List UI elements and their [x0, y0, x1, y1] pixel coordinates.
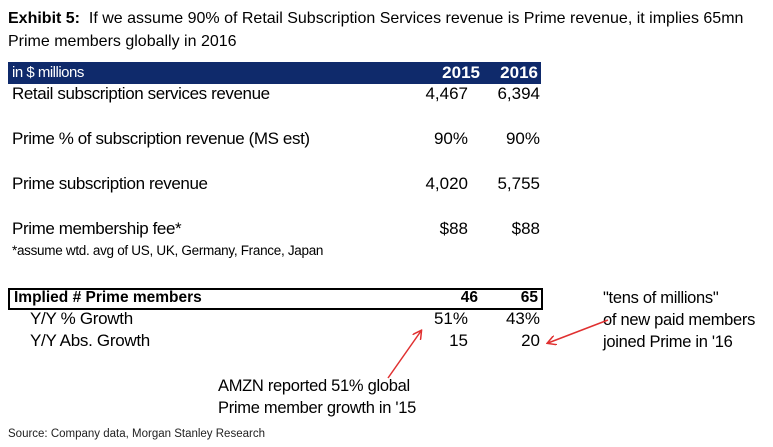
row-value-2015: $88 — [439, 219, 468, 238]
arrow-to-2016-growth — [548, 319, 609, 343]
right-annotation-line: of new paid members — [603, 311, 756, 329]
exhibit-title: Exhibit 5: If we assume 90% of Retail Su… — [8, 7, 758, 53]
row-label-retail-revenue: Retail subscription services revenue — [12, 84, 270, 103]
source-note: Source: Company data, Morgan Stanley Res… — [8, 428, 265, 440]
yoy-pct-growth-label: Y/Y % Growth — [30, 309, 133, 328]
row-value-2016: 5,755 — [497, 174, 540, 193]
implied-members-2015: 46 — [460, 289, 478, 306]
row-label-prime-revenue: Prime subscription revenue — [12, 174, 208, 193]
implied-members-2016: 65 — [520, 289, 538, 306]
row-value-2016: 6,394 — [497, 84, 540, 103]
fee-footnote: *assume wtd. avg of US, UK, Germany, Fra… — [12, 243, 324, 258]
row-value-2015: 90% — [433, 129, 468, 148]
row-value-2016: $88 — [511, 219, 540, 238]
yoy-abs-growth-2015: 15 — [449, 331, 468, 350]
table-header: in $ millions 2015 2016 — [8, 62, 541, 84]
bottom-annotation-line: Prime member growth in '15 — [218, 399, 417, 417]
row-value-2015: 4,020 — [425, 174, 468, 193]
arrow-to-2015-growth — [387, 331, 421, 379]
implied-members-box: Implied # Prime members 46 65 — [8, 288, 543, 310]
year-2015-header: 2015 — [442, 63, 480, 82]
row-label-prime-pct: Prime % of subscription revenue (MS est) — [12, 129, 310, 148]
yoy-abs-growth-2016: 20 — [521, 331, 540, 350]
yoy-abs-growth-label: Y/Y Abs. Growth — [30, 331, 150, 350]
bottom-annotation: AMZN reported 51% global Prime member gr… — [218, 375, 416, 419]
exhibit-number: Exhibit 5: — [8, 10, 81, 27]
exhibit-title-text: If we assume 90% of Retail Subscription … — [8, 10, 744, 50]
right-annotation-line: "tens of millions" — [603, 289, 719, 307]
right-annotation-line: joined Prime in '16 — [603, 333, 733, 351]
implied-members-label: Implied # Prime members — [14, 289, 202, 306]
right-annotation: "tens of millions" of new paid members j… — [603, 287, 755, 353]
row-value-2016: 90% — [505, 129, 540, 148]
yoy-pct-growth-2015: 51% — [433, 309, 468, 328]
unit-label: in $ millions — [12, 64, 84, 81]
bottom-annotation-line: AMZN reported 51% global — [218, 377, 410, 395]
row-value-2015: 4,467 — [425, 84, 468, 103]
yoy-pct-growth-2016: 43% — [505, 309, 540, 328]
year-2016-header: 2016 — [500, 63, 538, 82]
row-label-membership-fee: Prime membership fee* — [12, 219, 182, 238]
